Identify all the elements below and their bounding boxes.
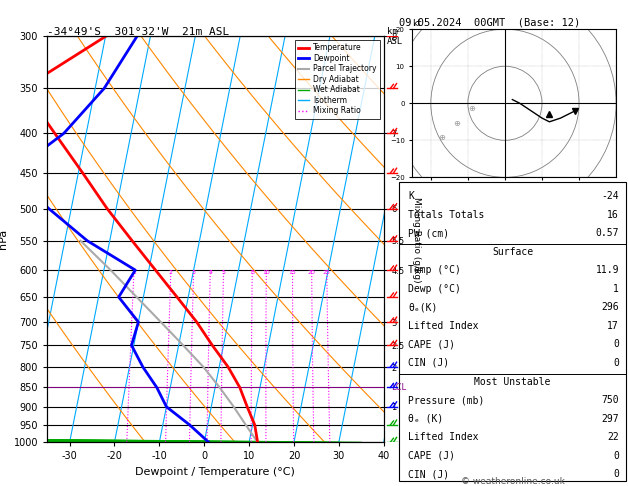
Text: CAPE (J): CAPE (J) (408, 451, 455, 461)
Text: Dewp (°C): Dewp (°C) (408, 284, 461, 294)
Text: Lifted Index: Lifted Index (408, 321, 479, 331)
Text: kt: kt (412, 19, 421, 28)
Text: 09.05.2024  00GMT  (Base: 12): 09.05.2024 00GMT (Base: 12) (399, 17, 581, 27)
Text: K: K (408, 191, 415, 201)
Text: 297: 297 (601, 414, 619, 424)
Text: 10: 10 (262, 270, 270, 275)
Text: CIN (J): CIN (J) (408, 358, 450, 368)
Text: 0.57: 0.57 (596, 228, 619, 238)
Text: 17: 17 (608, 321, 619, 331)
Text: Surface: Surface (492, 247, 533, 257)
Text: 4: 4 (208, 270, 213, 275)
Text: km
ASL: km ASL (387, 27, 403, 46)
Y-axis label: hPa: hPa (0, 229, 8, 249)
Text: 15: 15 (289, 270, 296, 275)
Text: 2: 2 (169, 270, 173, 275)
Text: PW (cm): PW (cm) (408, 228, 450, 238)
Text: CIN (J): CIN (J) (408, 469, 450, 479)
Text: -24: -24 (601, 191, 619, 201)
Text: 750: 750 (601, 395, 619, 405)
Text: 1: 1 (613, 284, 619, 294)
Text: Temp (°C): Temp (°C) (408, 265, 461, 276)
Text: θₑ (K): θₑ (K) (408, 414, 443, 424)
Text: 296: 296 (601, 302, 619, 312)
Text: 3: 3 (192, 270, 196, 275)
Text: CAPE (J): CAPE (J) (408, 339, 455, 349)
Text: 0: 0 (613, 451, 619, 461)
Text: 0: 0 (613, 339, 619, 349)
Legend: Temperature, Dewpoint, Parcel Trajectory, Dry Adiabat, Wet Adiabat, Isotherm, Mi: Temperature, Dewpoint, Parcel Trajectory… (295, 40, 380, 119)
Text: 8: 8 (250, 270, 254, 275)
Text: 22: 22 (608, 432, 619, 442)
Text: 25: 25 (323, 270, 331, 275)
Text: 1: 1 (132, 270, 136, 275)
Text: Pressure (mb): Pressure (mb) (408, 395, 485, 405)
Text: 5: 5 (221, 270, 225, 275)
Text: ⊕: ⊕ (438, 133, 445, 142)
Text: 0: 0 (613, 469, 619, 479)
Text: Totals Totals: Totals Totals (408, 210, 485, 220)
Text: -34°49'S  301°32'W  21m ASL: -34°49'S 301°32'W 21m ASL (47, 27, 230, 37)
X-axis label: Dewpoint / Temperature (°C): Dewpoint / Temperature (°C) (135, 467, 296, 477)
Text: 0: 0 (613, 358, 619, 368)
Text: ⊕: ⊕ (453, 119, 460, 127)
Text: Lifted Index: Lifted Index (408, 432, 479, 442)
Text: LCL: LCL (391, 383, 406, 392)
Text: © weatheronline.co.uk: © weatheronline.co.uk (460, 477, 565, 486)
Text: 11.9: 11.9 (596, 265, 619, 276)
Text: θₑ(K): θₑ(K) (408, 302, 438, 312)
Y-axis label: Mixing Ratio (g/kg): Mixing Ratio (g/kg) (412, 196, 421, 282)
Text: Most Unstable: Most Unstable (474, 377, 551, 386)
Text: 16: 16 (608, 210, 619, 220)
Text: ⊕: ⊕ (468, 104, 475, 113)
Text: 20: 20 (308, 270, 316, 275)
